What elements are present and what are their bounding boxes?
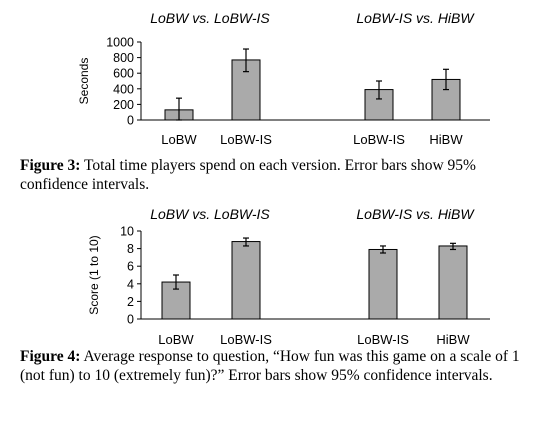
fig3-category-label: HiBW — [429, 132, 463, 147]
fig4-y-tick-label: 6 — [127, 260, 134, 274]
fig3-error-bar — [243, 48, 249, 73]
figure-3-chart: LoBW vs. LoBW-IS LoBW-IS vs. HiBW 0 200 400 6… — [0, 0, 536, 152]
figure-3-caption-label: Figure 3: — [20, 157, 81, 174]
fig4-bar — [368, 248, 398, 320]
fig3-y-axis-label: Seconds — [77, 58, 91, 105]
fig4-category-label: HiBW — [436, 332, 470, 347]
fig3-category-label: LoBW-IS — [220, 132, 272, 147]
fig4-y-tick-label: 8 — [127, 242, 134, 256]
fig3-y-tick-label: 1000 — [106, 36, 134, 50]
fig4-error-bar — [173, 274, 179, 290]
figure-3-caption: Figure 3: Total time players spend on ea… — [20, 156, 526, 194]
fig4-error-bar — [380, 245, 386, 254]
fig3-category-label: LoBW-IS — [353, 132, 405, 147]
fig4-y-tick-label: 4 — [127, 277, 134, 291]
fig4-bar — [438, 245, 468, 320]
fig3-group-title: LoBW-IS vs. HiBW — [356, 10, 475, 26]
fig4-y-tick-label: 0 — [127, 313, 134, 327]
figure-4-chart: LoBW vs. LoBW-IS LoBW-IS vs. HiBW 0 2 4 6 8 10 S… — [0, 202, 536, 350]
fig4-y-axis-label: Score (1 to 10) — [87, 235, 101, 314]
fig4-group-title: LoBW vs. LoBW-IS — [150, 206, 270, 222]
fig3-category-label: LoBW — [161, 132, 197, 147]
fig4-group-title: LoBW-IS vs. HiBW — [356, 206, 475, 222]
fig3-group-title: LoBW vs. LoBW-IS — [150, 10, 270, 26]
figure-3-caption-text: Total time players spend on each version… — [20, 157, 476, 193]
fig3-error-bar — [376, 80, 382, 100]
figure-4-svg: LoBW vs. LoBW-IS LoBW-IS vs. HiBW 0 2 4 6 8 10 S… — [87, 206, 490, 347]
fig3-error-bar — [176, 97, 182, 121]
fig4-bar — [231, 241, 261, 320]
fig4-error-bar — [243, 237, 249, 247]
fig3-y-tick-label: 200 — [113, 98, 134, 112]
figure-4-caption-text: Average response to question, “How fun w… — [20, 348, 520, 384]
fig3-y-tick-label: 600 — [113, 67, 134, 81]
fig3-y-tick-label: 0 — [127, 114, 134, 128]
fig4-category-label: LoBW-IS — [357, 332, 409, 347]
fig4-y-tick-label: 10 — [120, 225, 134, 239]
fig3-y-tick-label: 800 — [113, 51, 134, 65]
fig4-category-label: LoBW — [158, 332, 194, 347]
figure-4-caption-label: Figure 4: — [20, 348, 81, 365]
fig4-y-tick-label: 2 — [127, 295, 134, 309]
fig3-error-bar — [443, 68, 449, 91]
fig4-category-label: LoBW-IS — [220, 332, 272, 347]
fig4-error-bar — [450, 242, 456, 251]
figure-4-caption: Figure 4: Average response to question, … — [20, 347, 526, 385]
figure-3-svg: LoBW vs. LoBW-IS LoBW-IS vs. HiBW 0 200 4006… — [77, 10, 490, 147]
fig3-y-tick-label: 400 — [113, 82, 134, 96]
